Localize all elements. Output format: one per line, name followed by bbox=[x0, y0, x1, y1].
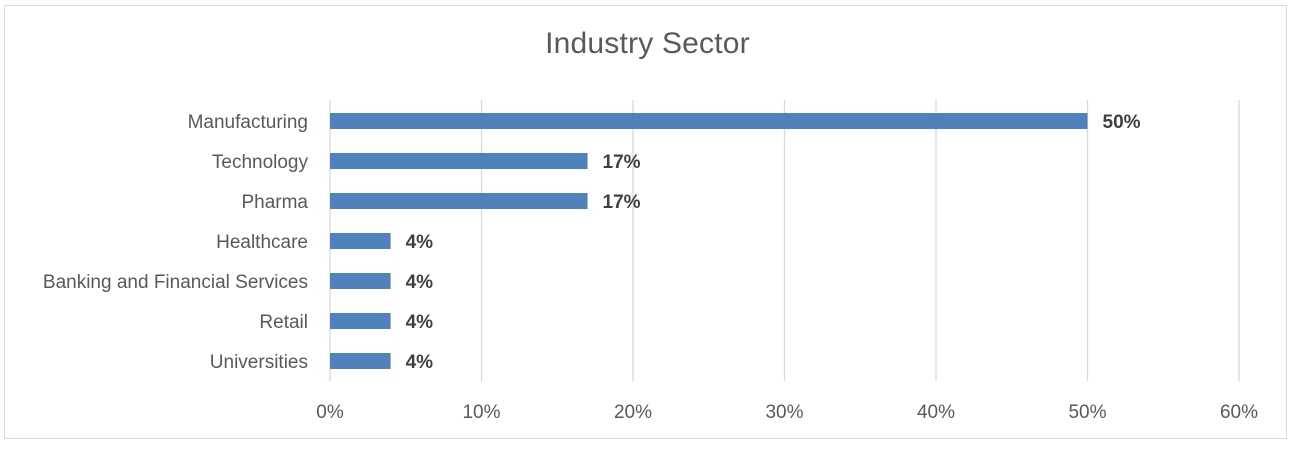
data-label: 4% bbox=[406, 272, 434, 293]
category-label: Healthcare bbox=[216, 232, 308, 253]
bar bbox=[330, 153, 588, 169]
chart-title: Industry Sector bbox=[545, 27, 750, 60]
x-tick-label: 60% bbox=[1220, 402, 1258, 423]
bar bbox=[330, 273, 391, 289]
data-label: 4% bbox=[406, 232, 434, 253]
category-label: Pharma bbox=[241, 192, 308, 213]
category-label: Retail bbox=[259, 312, 308, 333]
category-label: Banking and Financial Services bbox=[43, 272, 308, 293]
x-tick-label: 50% bbox=[1068, 402, 1106, 423]
x-tick-label: 20% bbox=[614, 402, 652, 423]
data-label: 50% bbox=[1103, 112, 1141, 133]
bar bbox=[330, 233, 391, 249]
data-label: 17% bbox=[603, 192, 641, 213]
x-tick-label: 40% bbox=[917, 402, 955, 423]
category-label: Universities bbox=[210, 352, 308, 373]
x-tick-label: 10% bbox=[462, 402, 500, 423]
bar bbox=[330, 193, 588, 209]
category-label: Technology bbox=[212, 152, 309, 173]
data-label: 17% bbox=[603, 152, 641, 173]
bar bbox=[330, 113, 1088, 129]
chart-container bbox=[4, 5, 1287, 439]
data-label: 4% bbox=[406, 352, 434, 373]
bar bbox=[330, 313, 391, 329]
data-label: 4% bbox=[406, 312, 434, 333]
bar bbox=[330, 353, 391, 369]
x-tick-label: 30% bbox=[765, 402, 803, 423]
category-label: Manufacturing bbox=[188, 112, 308, 133]
x-tick-label: 0% bbox=[316, 402, 344, 423]
